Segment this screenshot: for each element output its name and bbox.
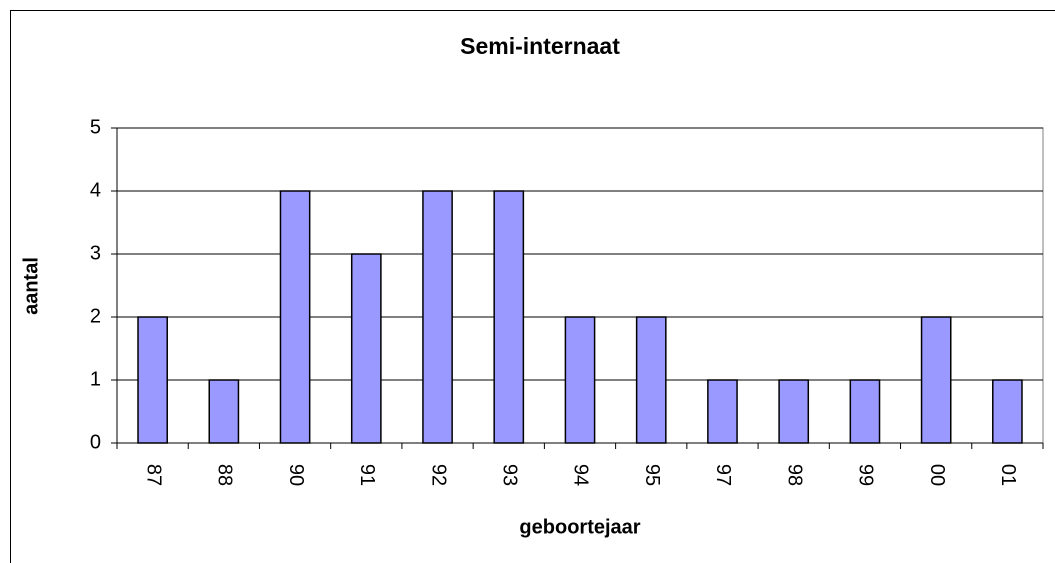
y-axis-label: aantal bbox=[20, 257, 42, 315]
y-tick-label: 0 bbox=[90, 431, 101, 453]
bar bbox=[208, 379, 240, 444]
x-tick-label: 91 bbox=[356, 464, 378, 486]
y-tick-label: 2 bbox=[90, 305, 101, 327]
x-tick-label: 87 bbox=[142, 464, 164, 486]
y-tick-label: 3 bbox=[90, 242, 101, 264]
bar bbox=[635, 316, 667, 444]
x-tick-label: 90 bbox=[285, 464, 307, 486]
y-tick-label: 1 bbox=[90, 368, 101, 390]
bar bbox=[279, 190, 311, 444]
bar bbox=[992, 379, 1023, 444]
chart-title: Semi-internaat bbox=[460, 33, 620, 59]
bar bbox=[350, 253, 382, 444]
x-tick-label: 97 bbox=[712, 464, 734, 486]
x-tick-label: 98 bbox=[783, 464, 805, 486]
x-tick-label: 92 bbox=[427, 464, 449, 486]
bar bbox=[707, 379, 738, 444]
bar bbox=[849, 379, 881, 444]
x-tick-label: 00 bbox=[926, 464, 948, 486]
bar bbox=[778, 379, 810, 444]
x-tick-label: 88 bbox=[214, 464, 236, 486]
x-tick-label: 93 bbox=[498, 464, 520, 486]
x-tick-label: 94 bbox=[570, 464, 592, 486]
bar bbox=[920, 316, 952, 444]
x-tick-label: 95 bbox=[641, 464, 663, 486]
x-tick-label: 99 bbox=[855, 464, 877, 486]
y-tick-label: 5 bbox=[90, 116, 101, 138]
x-tick-label: 01 bbox=[997, 464, 1019, 486]
bar bbox=[564, 316, 596, 444]
bar bbox=[137, 316, 168, 444]
x-axis-label: geboortejaar bbox=[519, 516, 640, 538]
y-tick-label: 4 bbox=[90, 179, 101, 201]
bar bbox=[422, 190, 453, 444]
bar bbox=[493, 190, 525, 444]
